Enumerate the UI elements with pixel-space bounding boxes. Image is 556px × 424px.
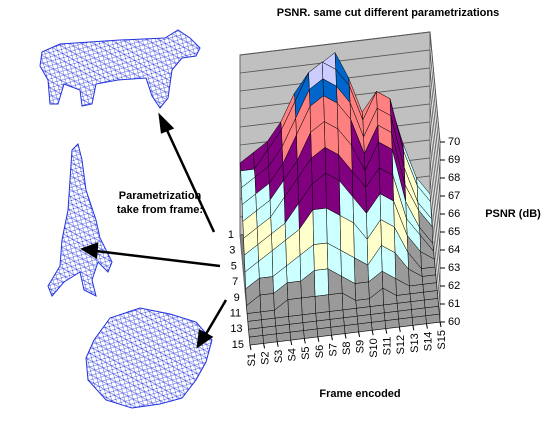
surface-patch bbox=[303, 328, 319, 339]
z-tick-label: 64 bbox=[448, 244, 460, 256]
arrow-head bbox=[196, 329, 214, 349]
surface-patch bbox=[286, 280, 302, 300]
plot: 60 61 62 63 64 65 66 67 68 69 70 S1 S2 S3 S4 S5 S6 S7 S8 S9… bbox=[228, 31, 460, 366]
x-tick-label: S6 bbox=[314, 345, 326, 358]
arrows bbox=[80, 112, 228, 349]
depth-tick-label: 5 bbox=[231, 260, 237, 272]
z-tick-label: 63 bbox=[448, 262, 460, 274]
depth-tick-label: 11 bbox=[230, 307, 241, 319]
depth-tick-label: 9 bbox=[234, 292, 240, 304]
x-tick bbox=[249, 344, 252, 351]
x-tick bbox=[303, 338, 306, 344]
z-tick-label: 67 bbox=[448, 190, 460, 202]
x-tick-label: S15 bbox=[436, 330, 448, 350]
z-tick-label: 60 bbox=[448, 316, 460, 328]
grid-line bbox=[239, 49, 441, 161]
depth-tick-label: 13 bbox=[230, 323, 242, 335]
x-tick-label: S1 bbox=[246, 353, 258, 366]
x-tick-label: S11 bbox=[382, 337, 394, 356]
surface-patch bbox=[259, 276, 274, 296]
z-tick-label: 69 bbox=[448, 154, 460, 166]
x-tick bbox=[398, 326, 401, 333]
cow-mesh bbox=[39, 29, 201, 109]
surface-patch bbox=[316, 327, 332, 338]
surface-patch bbox=[314, 294, 330, 314]
grid-line bbox=[239, 31, 441, 143]
arrow bbox=[95, 249, 221, 268]
x-tick-label: S7 bbox=[327, 343, 339, 356]
x-axis-label: Frame encoded bbox=[319, 388, 400, 400]
x-tick-label: S3 bbox=[273, 350, 285, 363]
cow-meshes bbox=[39, 29, 213, 409]
x-tick bbox=[330, 335, 333, 341]
arrow-head bbox=[80, 242, 99, 260]
z-axis-label: PSNR (dB) bbox=[485, 208, 541, 220]
z-tick-label: 70 bbox=[448, 136, 460, 148]
surface-patch bbox=[314, 268, 329, 297]
x-tick bbox=[276, 341, 279, 347]
z-tick-label: 62 bbox=[448, 280, 460, 292]
x-tick-label: S10 bbox=[368, 338, 380, 358]
surface-patch bbox=[384, 318, 400, 329]
chart-title: PSNR. same cut different parametrization… bbox=[277, 7, 500, 19]
x-tick-label: S8 bbox=[341, 342, 353, 355]
arrow-head bbox=[158, 112, 175, 134]
annotation: Parametrization bbox=[119, 190, 202, 202]
x-tick-label: S12 bbox=[395, 335, 407, 355]
z-tick-label: 66 bbox=[448, 208, 460, 220]
surface-patch bbox=[287, 297, 303, 317]
x-tick bbox=[290, 339, 293, 346]
surface-patch bbox=[344, 323, 359, 334]
x-tick bbox=[385, 328, 388, 334]
surface-patch bbox=[289, 330, 305, 341]
arrow bbox=[164, 127, 216, 233]
x-tick-label: S4 bbox=[287, 348, 299, 361]
depth-tick-label: 7 bbox=[232, 276, 238, 288]
surface-patch bbox=[262, 333, 278, 344]
surface-patch bbox=[425, 313, 441, 324]
x-tick-label: S14 bbox=[422, 332, 434, 352]
x-tick bbox=[344, 333, 347, 339]
x-tick bbox=[371, 330, 374, 336]
annotation: take from frame: bbox=[117, 204, 203, 216]
x-tick bbox=[317, 336, 320, 342]
surface-patch bbox=[328, 292, 344, 312]
depth-tick-label: 1 bbox=[228, 229, 234, 241]
surface-patch bbox=[354, 281, 370, 301]
x-tick-label: S2 bbox=[259, 351, 271, 364]
cow-mesh bbox=[85, 307, 213, 409]
z-tick-label: 61 bbox=[448, 298, 460, 310]
x-tick bbox=[412, 325, 415, 331]
z-tick-label: 65 bbox=[448, 226, 460, 238]
depth-tick-label: 3 bbox=[229, 245, 235, 257]
z-tick-label: 68 bbox=[448, 172, 460, 184]
x-tick-label: S9 bbox=[354, 340, 366, 353]
depth-tick-label: 15 bbox=[232, 339, 244, 351]
surface-patch bbox=[259, 293, 275, 313]
x-tick bbox=[358, 331, 361, 337]
surface-patch bbox=[313, 242, 329, 271]
surface-patch bbox=[249, 335, 264, 346]
x-tick bbox=[425, 323, 428, 329]
arrow bbox=[204, 299, 228, 335]
x-tick-label: S13 bbox=[409, 333, 421, 353]
cow-mesh bbox=[47, 143, 113, 297]
surface-patch bbox=[357, 322, 373, 333]
surface-patch bbox=[276, 331, 291, 342]
surface-patch bbox=[330, 325, 346, 336]
x-tick bbox=[439, 321, 442, 328]
surface-patch bbox=[411, 315, 427, 326]
surface-patch bbox=[371, 320, 386, 331]
surface-patch bbox=[312, 207, 328, 245]
x-tick bbox=[263, 343, 266, 349]
surface-patch bbox=[301, 296, 316, 316]
x-tick-label: S5 bbox=[300, 346, 312, 359]
surface-patch bbox=[398, 317, 414, 328]
